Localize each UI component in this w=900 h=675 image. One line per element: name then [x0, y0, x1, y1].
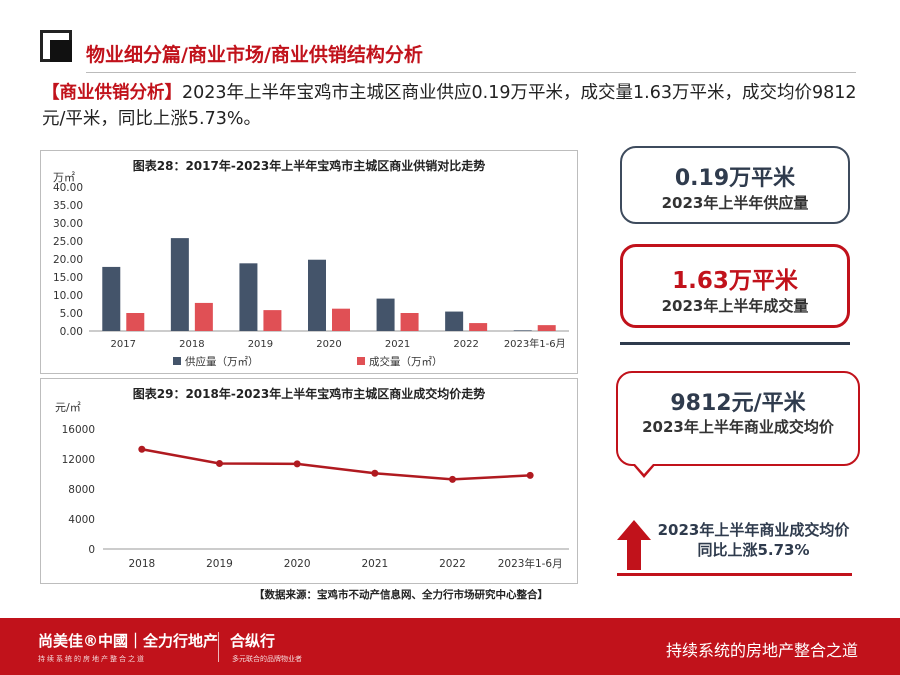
footer-brand2: 合纵行	[230, 632, 276, 650]
bar-deal	[194, 302, 213, 331]
y-tick-label: 12000	[62, 454, 95, 466]
title-divider	[86, 72, 856, 73]
x-tick-label: 2022	[453, 339, 478, 350]
bar-supply	[102, 266, 121, 331]
legend-label: 供应量（万㎡）	[185, 355, 259, 368]
data-source: 【数据来源：宝鸡市不动产信息网、全力行市场研究中心整合】	[254, 589, 548, 601]
price-card: 9812元/平米 2023年上半年商业成交均价	[616, 371, 860, 466]
bar-supply	[445, 311, 464, 331]
x-tick-label: 2018	[128, 558, 155, 570]
x-tick-label: 2020	[284, 558, 311, 570]
supply-value: 0.19万平米	[674, 166, 796, 191]
intro-tag: 【商业供销分析】	[42, 83, 182, 103]
growth-label: 2023年上半年商业成交均价同比上涨5.73%	[657, 521, 850, 559]
bar-deal	[537, 325, 556, 331]
growth-underline	[617, 573, 852, 576]
supply-card: 0.19万平米 2023年上半年供应量	[620, 146, 850, 224]
page-title: 物业细分篇/商业市场/商业供销结构分析	[86, 44, 423, 66]
price-point	[371, 469, 379, 477]
deal-value: 1.63万平米	[672, 268, 798, 294]
header-logo-icon	[40, 30, 74, 64]
footer-brand2-sub: 多元联合的品牌物业者	[232, 655, 302, 663]
y-tick-label: 25.00	[53, 236, 83, 248]
bar-supply	[239, 263, 258, 331]
bar-deal	[469, 323, 488, 331]
footer-brand: 尚美佳®中國｜全力行地产	[38, 632, 219, 650]
x-tick-label: 2021	[361, 558, 388, 570]
y-tick-label: 16000	[62, 424, 95, 436]
price-point	[526, 471, 534, 479]
y-tick-label: 10.00	[53, 290, 83, 302]
y-tick-label: 0.00	[60, 326, 83, 338]
y-tick-label: 5.00	[60, 308, 83, 320]
bar-deal	[263, 310, 282, 331]
line-chart-svg: 元/㎡ 0 4000 8000 12000 16000 2018 2019 2020 2021 20…	[55, 401, 569, 570]
bar-supply	[308, 259, 326, 331]
x-tick-label: 2017	[111, 339, 136, 350]
footer-slogan: 持续系统的房地产整合之道	[665, 641, 858, 660]
supply-label: 2023年上半年供应量	[661, 194, 809, 212]
supply-deal-chart: 图表28：2017年-2023年上半年宝鸡市主城区商业供销对比走势 万㎡ 0.00…	[40, 150, 578, 374]
price-point	[449, 475, 456, 483]
legend-swatch	[173, 357, 181, 365]
price-label: 2023年上半年商业成交均价	[642, 418, 834, 436]
x-tick-label: 2019	[248, 339, 273, 350]
x-tick-label: 2021	[385, 339, 410, 350]
intro-text: 2023年上半年宝鸡市主城区商业供应0.19万平米，成交量1.63万平米，成交均…	[42, 83, 857, 129]
bar-supply	[170, 238, 189, 331]
y-tick-label: 4000	[68, 514, 95, 526]
price-point	[138, 445, 146, 453]
price-trend-chart: 图表29：2018年-2023年上半年宝鸡市主城区商业成交均价走势 元/㎡ 0 40…	[40, 378, 578, 584]
x-tick-label: 2019	[206, 558, 233, 570]
y-tick-label: 8000	[68, 484, 95, 496]
card-separator	[620, 342, 850, 345]
chart29-title: 图表29：2018年-2023年上半年宝鸡市主城区商业成交均价走势	[132, 387, 486, 401]
y-axis-unit: 万㎡	[53, 171, 75, 184]
bar-deal	[126, 313, 145, 331]
y-axis-unit: 元/㎡	[55, 401, 81, 414]
y-tick-label: 15.00	[53, 272, 83, 284]
footer-bar: 尚美佳®中國｜全力行地产 持续系统的房地产整合之道 合纵行 多元联合的品牌物业者…	[0, 618, 900, 675]
x-tick-label: 2018	[179, 339, 204, 350]
x-tick-label: 2023年1-6月	[504, 337, 566, 350]
x-tick-label: 2023年1-6月	[498, 557, 563, 570]
x-tick-label: 2020	[316, 339, 341, 350]
bar-supply	[513, 330, 532, 331]
price-value: 9812元/平米	[670, 391, 806, 416]
y-tick-label: 0	[88, 544, 95, 556]
x-tick-label: 2022	[439, 558, 466, 570]
up-arrow-icon	[617, 520, 651, 570]
legend-swatch	[357, 357, 365, 365]
bar-deal	[332, 308, 350, 331]
footer-brand-sub: 持续系统的房地产整合之道	[38, 655, 146, 663]
price-line	[141, 448, 531, 481]
bar-deal	[400, 313, 419, 331]
deal-label: 2023年上半年成交量	[661, 297, 809, 315]
y-tick-label: 30.00	[53, 218, 83, 230]
bar-supply	[376, 298, 395, 331]
y-tick-label: 40.00	[53, 182, 83, 194]
intro-paragraph: 【商业供销分析】2023年上半年宝鸡市主城区商业供应0.19万平米，成交量1.6…	[42, 80, 862, 132]
price-point	[293, 460, 301, 468]
price-point	[216, 460, 223, 467]
y-tick-label: 20.00	[53, 254, 83, 266]
chart28-title: 图表28：2017年-2023年上半年宝鸡市主城区商业供销对比走势	[132, 159, 486, 173]
bar-chart-svg: 万㎡ 0.00 5.00 10.00 15.00 20.00 25.00 30.00 35.00…	[53, 171, 569, 368]
y-tick-label: 35.00	[53, 200, 83, 212]
legend-label: 成交量（万㎡）	[369, 355, 443, 368]
deal-card: 1.63万平米 2023年上半年成交量	[620, 244, 850, 328]
